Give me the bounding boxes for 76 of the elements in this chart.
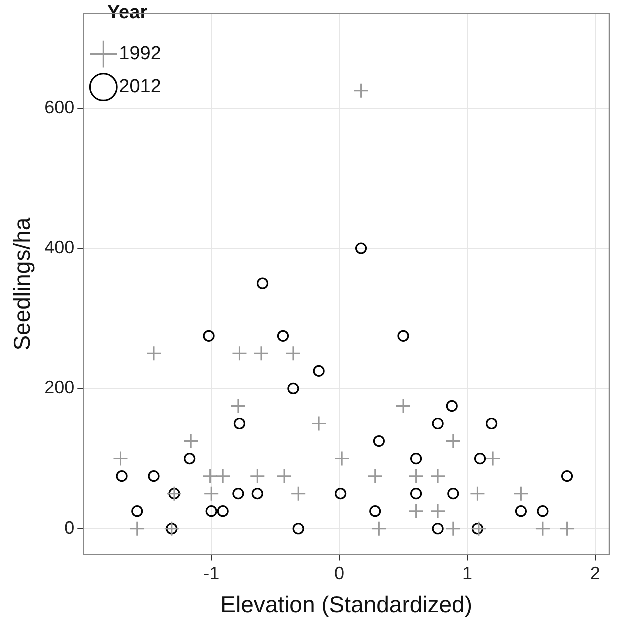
point (535, 521, 551, 537)
point (408, 468, 424, 484)
point (446, 434, 462, 450)
point (203, 330, 215, 342)
point (311, 416, 327, 432)
point (234, 418, 246, 430)
point (256, 278, 269, 290)
point (230, 398, 246, 414)
point (116, 470, 128, 482)
x-tick-label: 2 (590, 564, 600, 584)
x-tick-label: 0 (334, 564, 345, 584)
point (286, 346, 302, 362)
point (471, 521, 487, 537)
point (430, 468, 446, 484)
point (130, 521, 146, 537)
point (277, 330, 290, 342)
point (204, 486, 220, 502)
point (254, 346, 270, 362)
x-axis-title: Elevation (Standardized) (220, 592, 473, 618)
point (537, 506, 549, 518)
point (250, 468, 266, 484)
point (290, 486, 306, 502)
point (430, 504, 446, 520)
point (132, 506, 144, 518)
point (354, 83, 370, 99)
point (276, 468, 292, 484)
point (112, 451, 128, 467)
point (474, 452, 486, 465)
point (217, 506, 229, 518)
point (215, 468, 231, 484)
point (515, 506, 528, 518)
point (146, 346, 162, 362)
y-tick-label: 0 (64, 518, 75, 538)
point (408, 504, 424, 520)
y-axis-title: Seedlings/ha (9, 218, 36, 351)
point (148, 470, 160, 482)
point (368, 468, 384, 484)
point (398, 330, 410, 342)
point (184, 452, 196, 465)
point (183, 434, 199, 450)
point (373, 435, 385, 448)
legend-label: 2012 (119, 76, 162, 98)
point (446, 400, 458, 412)
point (206, 506, 218, 518)
point (432, 418, 444, 430)
point (472, 523, 484, 535)
point (448, 488, 460, 500)
point (355, 242, 368, 254)
point (252, 488, 264, 500)
point (334, 451, 350, 467)
point (513, 486, 529, 502)
point (370, 506, 382, 518)
point (410, 452, 422, 465)
point (485, 451, 501, 467)
y-tick-label: 400 (44, 238, 75, 258)
point (288, 382, 300, 395)
point (371, 521, 387, 537)
y-tick-label: 600 (44, 97, 75, 118)
point (560, 521, 576, 537)
y-tick-label: 200 (44, 378, 75, 398)
point (232, 488, 244, 500)
point (446, 521, 462, 537)
point (410, 488, 422, 500)
point (470, 486, 486, 502)
point (232, 346, 248, 362)
x-tick-label: 1 (462, 564, 472, 584)
point (561, 470, 574, 482)
point (396, 398, 412, 414)
point (313, 365, 325, 377)
point (202, 468, 218, 484)
x-tick-label: -1 (204, 564, 220, 584)
point (335, 488, 347, 500)
point (486, 418, 498, 430)
point (432, 523, 444, 535)
legend-label: 1992 (119, 44, 162, 65)
point (292, 523, 304, 535)
